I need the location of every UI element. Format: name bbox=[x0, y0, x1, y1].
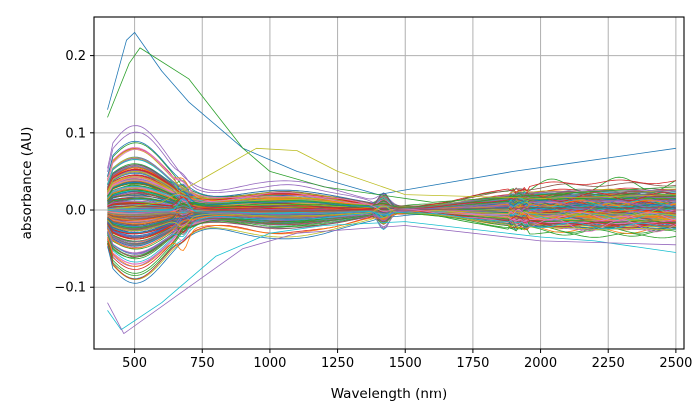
x-tick-label: 2500 bbox=[659, 356, 692, 371]
x-tick-label: 1500 bbox=[389, 356, 422, 371]
watermark-text: https://blog.csdn.net/Joseph__Lagrange bbox=[432, 385, 688, 400]
x-tick-label: 1250 bbox=[321, 356, 354, 371]
x-tick-label: 500 bbox=[122, 356, 147, 371]
x-axis-label: Wavelength (nm) bbox=[331, 386, 448, 402]
spectrum-line bbox=[107, 199, 676, 231]
spectrum-line-extreme bbox=[107, 147, 676, 211]
spectrum-line bbox=[107, 171, 676, 208]
spectrum-line bbox=[107, 191, 677, 210]
x-tick-label: 1750 bbox=[456, 356, 489, 371]
y-axis-label: absorbance (AU) bbox=[19, 127, 35, 240]
spectrum-line-extreme bbox=[107, 47, 676, 203]
x-tick-label: 750 bbox=[190, 356, 215, 371]
spectrum-line bbox=[107, 200, 676, 267]
x-tick-label: 2000 bbox=[524, 356, 557, 371]
axis-ticks: 500 750 1000 1250 1500 1750 2000 2250 2500 −0.1 0.… bbox=[54, 49, 692, 371]
series-lines bbox=[107, 32, 677, 334]
spectrum-line bbox=[107, 198, 676, 230]
plot-frame bbox=[93, 16, 685, 350]
y-tick-label: −0.1 bbox=[54, 281, 86, 296]
spectrum-line bbox=[107, 207, 676, 274]
y-tick-label: 0.0 bbox=[65, 204, 86, 219]
spectrum-line-extreme bbox=[107, 225, 676, 334]
y-tick-label: 0.1 bbox=[65, 126, 86, 141]
y-tick-label: 0.2 bbox=[65, 49, 86, 64]
x-tick-label: 1000 bbox=[253, 356, 286, 371]
spectrum-line bbox=[107, 205, 676, 231]
x-tick-label: 2250 bbox=[592, 356, 625, 371]
spectrum-line-extreme bbox=[107, 32, 676, 195]
spectrum-line-extreme bbox=[107, 221, 676, 331]
